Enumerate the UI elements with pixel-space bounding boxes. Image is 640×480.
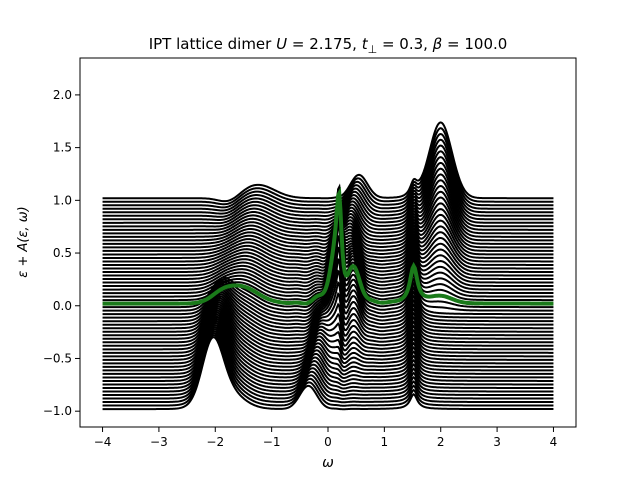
x-tick-label: −1 — [263, 435, 281, 449]
y-tick-label: 1.5 — [53, 141, 72, 155]
x-tick-label: 3 — [493, 435, 501, 449]
series-line — [102, 323, 554, 390]
series-line — [102, 208, 554, 253]
series-line — [102, 202, 554, 249]
series-line — [102, 196, 554, 246]
series-line — [102, 150, 554, 218]
title-prefix: IPT lattice dimer — [149, 35, 276, 53]
y-tick-label: −1.0 — [43, 404, 72, 418]
x-tick-label: 4 — [550, 435, 558, 449]
series-line — [102, 299, 554, 347]
series-line — [102, 213, 554, 256]
series-line — [102, 334, 554, 407]
x-tick-label: 0 — [324, 435, 332, 449]
y-tick-label: 2.0 — [53, 88, 72, 102]
series-line — [102, 179, 554, 235]
series-line — [102, 313, 554, 372]
series-line — [102, 161, 554, 225]
title-beta-value: = 100.0 — [442, 35, 507, 53]
title-t-sub: ⊥ — [368, 43, 378, 56]
chart-title: IPT lattice dimer U = 2.175, t⊥ = 0.3, β… — [149, 35, 508, 56]
series-line — [102, 319, 554, 383]
series-line — [102, 309, 554, 365]
series-line — [102, 184, 554, 239]
series-line — [102, 336, 554, 411]
series-line — [102, 303, 554, 354]
series-line — [102, 280, 554, 337]
series-line — [102, 246, 554, 326]
series-line — [102, 210, 554, 267]
series-line — [102, 121, 554, 203]
series-line — [102, 234, 554, 323]
series-line — [102, 138, 554, 212]
title-beta-label: β — [432, 35, 443, 53]
y-axis-ticks: −1.0 −0.5 0.0 0.5 1.0 1.5 2.0 — [43, 88, 80, 418]
series-line — [102, 332, 554, 404]
series-line-highlight — [102, 186, 554, 306]
series-line — [102, 328, 554, 397]
series-line — [102, 317, 554, 380]
x-tick-label: −3 — [150, 435, 168, 449]
y-axis-label: ε + A(ε, ω) — [16, 206, 31, 277]
y-tick-label: 0.0 — [53, 299, 72, 313]
curves-group — [102, 121, 554, 411]
series-line — [102, 307, 554, 361]
series-line — [102, 190, 554, 242]
series-line — [102, 127, 554, 206]
series-line — [102, 167, 554, 228]
series-line — [102, 315, 554, 376]
series-line — [102, 156, 554, 221]
x-tick-label: 2 — [437, 435, 445, 449]
x-axis-label: ω — [322, 455, 334, 471]
y-tick-label: −0.5 — [43, 351, 72, 365]
series-line — [102, 144, 554, 215]
x-axis-ticks: −4 −3 −2 −1 0 1 2 3 4 — [94, 427, 558, 449]
series-line — [102, 173, 554, 232]
x-tick-label: −2 — [206, 435, 224, 449]
series-line — [102, 330, 554, 400]
y-tick-label: 1.0 — [53, 193, 72, 207]
series-line — [102, 269, 554, 333]
title-u-value: = 2.175, — [287, 35, 362, 53]
title-u-label: U — [276, 35, 287, 53]
x-tick-label: −4 — [94, 435, 112, 449]
series-line — [102, 322, 554, 387]
title-t-value: = 0.3, — [377, 35, 433, 53]
title-t-label: t — [362, 35, 369, 53]
x-tick-label: 1 — [381, 435, 389, 449]
series-line — [102, 213, 554, 263]
series-line — [102, 311, 554, 368]
series-line — [102, 305, 554, 358]
series-line — [102, 132, 554, 209]
series-line — [102, 297, 554, 344]
series-line — [102, 301, 554, 351]
series-line — [102, 291, 554, 340]
series-line — [102, 258, 554, 330]
series-line — [102, 216, 554, 260]
series-line — [102, 325, 554, 393]
y-tick-label: 0.5 — [53, 246, 72, 260]
